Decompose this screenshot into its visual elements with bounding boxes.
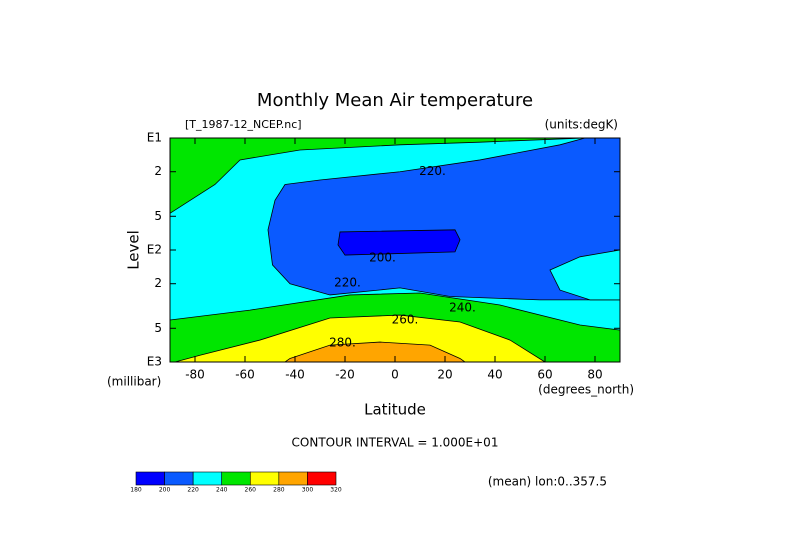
y-tick-label: E2 <box>147 243 162 257</box>
contour-label: 260. <box>392 312 419 326</box>
contour-band <box>337 229 461 256</box>
contour-label: 240. <box>449 301 476 315</box>
x-tick-label: -20 <box>335 368 355 382</box>
y-axis-title: Level <box>125 230 143 270</box>
colorbar-label: 240 <box>216 487 228 494</box>
contour-label: 220. <box>334 275 361 289</box>
x-tick-label: 60 <box>537 368 552 382</box>
x-tick-label: 40 <box>487 368 502 382</box>
y-tick-label: 5 <box>154 209 162 223</box>
colorbar-box <box>307 471 337 486</box>
x-units: (degrees_north) <box>538 383 634 397</box>
colorbar-box <box>135 471 165 486</box>
footer: (mean) lon:0..357.5 <box>488 475 607 489</box>
colorbar-label: 180 <box>130 487 142 494</box>
chart-title: Monthly Mean Air temperature <box>257 90 533 111</box>
x-tick-label: -60 <box>235 368 255 382</box>
subtitle-left: [T_1987-12_NCEP.nc] <box>185 118 302 131</box>
contour-label: 220. <box>419 164 446 178</box>
contour-label: 280. <box>329 336 356 350</box>
y-tick-label: 2 <box>154 276 162 290</box>
colorbar-box <box>192 471 223 486</box>
y-tick-label: 2 <box>154 164 162 178</box>
x-axis-title: Latitude <box>364 401 426 419</box>
contour-band <box>169 137 586 215</box>
colorbar-label: 280 <box>273 487 285 494</box>
y-tick-label: E1 <box>147 131 162 145</box>
x-tick-label: 20 <box>437 368 452 382</box>
contour-label: 200. <box>369 251 396 265</box>
x-tick-label: 0 <box>391 368 399 382</box>
subtitle-right: (units:degK) <box>545 118 618 132</box>
y-tick-label: 5 <box>154 321 162 335</box>
contour-note: CONTOUR INTERVAL = 1.000E+01 <box>292 436 499 450</box>
x-tick-label: -80 <box>185 368 205 382</box>
x-tick-label: 80 <box>587 368 602 382</box>
colorbar-box <box>221 471 251 486</box>
colorbar-label: 300 <box>302 487 314 494</box>
colorbar-label: 260 <box>245 487 257 494</box>
x-tick-label: -40 <box>285 368 305 382</box>
y-units: (millibar) <box>107 375 161 389</box>
y-tick-label: E3 <box>147 355 162 369</box>
colorbar-box <box>278 471 308 486</box>
contour-band <box>267 137 621 301</box>
colorbar-box <box>249 471 280 486</box>
colorbar-label: 320 <box>330 487 342 494</box>
colorbar-box <box>164 471 194 486</box>
contour-band <box>174 314 547 363</box>
colorbar-label: 220 <box>187 487 199 494</box>
colorbar-label: 200 <box>159 487 171 494</box>
